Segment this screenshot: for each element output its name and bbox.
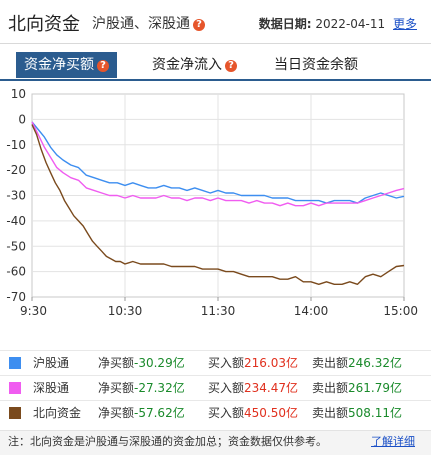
- buy-label: 买入额: [208, 356, 245, 370]
- sell-value: 246.32亿: [348, 356, 403, 370]
- tab-net-buy-label: 资金净买额: [24, 57, 94, 73]
- y-tick-label: -60: [6, 265, 26, 279]
- tab-underline: [0, 79, 431, 81]
- tab-net-buy[interactable]: 资金净买额?: [16, 52, 117, 78]
- sell-amount: 卖出额246.32亿: [312, 351, 402, 375]
- net-label: 净买额: [98, 381, 135, 395]
- x-tick-label: 15:00: [383, 304, 418, 318]
- legend-swatch-sz: [9, 382, 21, 394]
- tab-net-inflow[interactable]: 资金净流入?: [152, 52, 237, 78]
- y-tick-label: -40: [6, 214, 26, 228]
- buy-amount: 买入额216.03亿: [208, 351, 298, 375]
- sell-label: 卖出额: [312, 406, 349, 420]
- series-line-1: [31, 121, 405, 207]
- page-subtitle: 沪股通、深股通?: [92, 13, 205, 33]
- tab-net-inflow-label: 资金净流入: [152, 57, 222, 73]
- question-icon[interactable]: ?: [193, 19, 205, 31]
- net-buy: 净买额-27.32亿: [98, 376, 185, 400]
- date-label: 数据日期:: [258, 17, 312, 31]
- legend-row-sz: 深股通 净买额-27.32亿 买入额234.47亿 卖出额261.79亿: [0, 375, 431, 400]
- x-tick-label: 9:30: [20, 304, 47, 318]
- x-tick-label: 10:30: [108, 304, 143, 318]
- legend-table: 沪股通 净买额-30.29亿 买入额216.03亿 卖出额246.32亿 深股通…: [0, 350, 431, 425]
- y-tick-label: -10: [6, 138, 26, 152]
- x-tick-label: 11:30: [201, 304, 236, 318]
- y-tick-label: -50: [6, 239, 26, 253]
- buy-label: 买入额: [208, 406, 245, 420]
- net-label: 净买额: [98, 356, 135, 370]
- page-title: 北向资金: [8, 14, 80, 35]
- data-date: 数据日期: 2022-04-11 更多: [259, 15, 417, 32]
- y-tick-label: 10: [11, 87, 26, 101]
- y-tick-label: 0: [18, 112, 26, 126]
- learn-more-link[interactable]: 了解详细: [371, 435, 415, 448]
- buy-value: 234.47亿: [244, 381, 299, 395]
- net-buy: 净买额-57.62亿: [98, 401, 185, 425]
- footnote-text: 注：北向资金是沪股通与深股通的资金加总；资金数据仅供参考。: [8, 435, 327, 448]
- buy-value: 216.03亿: [244, 356, 299, 370]
- sell-amount: 卖出额261.79亿: [312, 376, 402, 400]
- more-link[interactable]: 更多: [392, 17, 417, 31]
- header-divider: [0, 43, 431, 44]
- date-value: 2022-04-11: [315, 17, 386, 31]
- y-tick-label: -20: [6, 163, 26, 177]
- net-label: 净买额: [98, 406, 135, 420]
- x-tick-label: 14:00: [294, 304, 329, 318]
- buy-label: 买入额: [208, 381, 245, 395]
- y-tick-label: -30: [6, 189, 26, 203]
- legend-swatch-sh: [9, 357, 21, 369]
- question-icon[interactable]: ?: [225, 60, 237, 72]
- footnote: 注：北向资金是沪股通与深股通的资金加总；资金数据仅供参考。 了解详细: [0, 430, 431, 455]
- net-value: -57.62亿: [134, 406, 185, 420]
- legend-name: 北向资金: [33, 406, 82, 420]
- net-value: -27.32亿: [134, 381, 185, 395]
- sell-amount: 卖出额508.11亿: [312, 401, 402, 425]
- tab-daily-balance[interactable]: 当日资金余额: [274, 52, 358, 78]
- buy-amount: 买入额234.47亿: [208, 376, 298, 400]
- legend-swatch-north: [9, 407, 21, 419]
- legend-row-north: 北向资金 净买额-57.62亿 买入额450.50亿 卖出额508.11亿: [0, 400, 431, 425]
- y-tick-label: -70: [6, 290, 26, 304]
- sell-label: 卖出额: [312, 356, 349, 370]
- header: 北向资金 沪股通、深股通? 数据日期: 2022-04-11 更多: [0, 0, 431, 44]
- buy-amount: 买入额450.50亿: [208, 401, 298, 425]
- net-buy: 净买额-30.29亿: [98, 351, 185, 375]
- sell-value: 508.11亿: [348, 406, 403, 420]
- line-chart: 10 0 -10 -20 -30 -40 -50 -60 -709:30 10:30 11:30 14…: [6, 87, 418, 318]
- legend-row-sh: 沪股通 净买额-30.29亿 买入额216.03亿 卖出额246.32亿: [0, 350, 431, 375]
- tab-bar: 资金净买额? 资金净流入? 当日资金余额: [0, 52, 431, 80]
- sell-value: 261.79亿: [348, 381, 403, 395]
- legend-name: 沪股通: [33, 356, 70, 370]
- legend-name: 深股通: [33, 381, 70, 395]
- sell-label: 卖出额: [312, 381, 349, 395]
- question-icon[interactable]: ?: [97, 60, 109, 72]
- series-line-2: [31, 124, 405, 285]
- net-value: -30.29亿: [134, 356, 185, 370]
- tab-daily-balance-label: 当日资金余额: [274, 57, 358, 73]
- buy-value: 450.50亿: [244, 406, 299, 420]
- subtitle-text: 沪股通、深股通: [92, 16, 190, 32]
- series-line-0: [31, 121, 405, 204]
